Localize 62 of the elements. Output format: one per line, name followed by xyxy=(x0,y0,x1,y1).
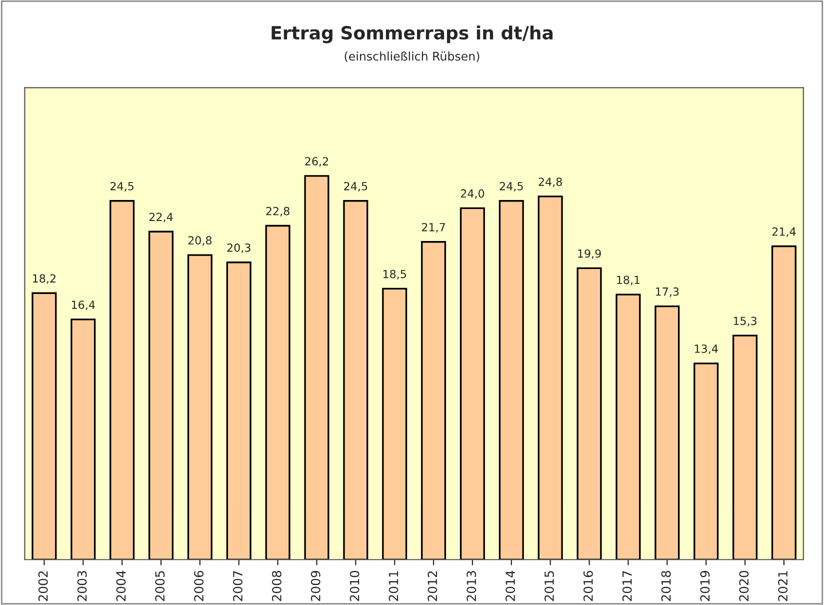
x-tick-label: 2010 xyxy=(350,570,360,601)
data-label: 21,7 xyxy=(422,222,445,233)
x-tick-label: 2020 xyxy=(739,570,749,601)
x-tick-label: 2011 xyxy=(388,571,398,601)
x-tick-label: 2018 xyxy=(661,570,671,601)
x-tick-label: 2014 xyxy=(506,570,516,601)
data-label: 19,9 xyxy=(578,249,601,259)
data-label: 20,3 xyxy=(227,243,250,254)
data-label: 24,5 xyxy=(344,182,368,192)
data-label: 18,5 xyxy=(383,270,406,280)
data-label: 24,5 xyxy=(500,182,523,192)
bar xyxy=(382,288,408,560)
bar xyxy=(32,292,57,560)
data-label: 26,2 xyxy=(305,157,328,167)
bar xyxy=(771,245,796,560)
x-tick-label: 2012 xyxy=(428,571,438,601)
x-tick-label: 2003 xyxy=(77,571,87,601)
chart-title: Ertrag Sommerraps in dt/ha xyxy=(272,26,553,44)
bar xyxy=(304,175,330,560)
bar xyxy=(694,362,719,560)
bar xyxy=(732,334,758,560)
bar xyxy=(460,207,485,560)
x-tick-label: 2021 xyxy=(778,571,788,601)
bar xyxy=(226,262,252,560)
bar xyxy=(421,241,446,560)
data-label: 18,2 xyxy=(33,274,56,284)
bar xyxy=(70,318,96,560)
data-label: 15,3 xyxy=(734,316,756,326)
x-tick-label: 2002 xyxy=(38,571,48,601)
x-tick-label: 2007 xyxy=(233,571,242,601)
x-tick-label: 2019 xyxy=(700,570,710,601)
data-label: 16,4 xyxy=(72,300,95,310)
bar xyxy=(187,254,212,560)
chart-subtitle: (einschließlich Rübsen) xyxy=(344,52,480,62)
data-label: 22,4 xyxy=(149,212,173,222)
bar xyxy=(498,200,524,560)
data-label: 17,3 xyxy=(656,287,679,297)
data-label: 20,8 xyxy=(188,236,212,246)
data-label: 24,8 xyxy=(538,178,562,188)
bar xyxy=(148,230,174,560)
data-label: 13,4 xyxy=(694,344,718,354)
bar xyxy=(110,200,135,560)
x-tick-label: 2015 xyxy=(544,571,554,601)
x-tick-label: 2005 xyxy=(155,571,165,601)
data-label: 22,8 xyxy=(266,206,290,216)
x-tick-label: 2017 xyxy=(622,571,632,601)
bar xyxy=(654,305,680,560)
x-tick-label: 2016 xyxy=(583,570,593,601)
data-label: 24,5 xyxy=(110,182,134,192)
x-tick-label: 2004 xyxy=(116,570,126,601)
bar xyxy=(265,224,290,560)
bar xyxy=(616,294,641,560)
data-label: 21,4 xyxy=(772,227,796,237)
bar xyxy=(576,267,602,560)
x-tick-label: 2009 xyxy=(310,570,320,601)
data-label: 24,0 xyxy=(460,189,484,199)
x-tick-label: 2006 xyxy=(194,570,204,601)
bar xyxy=(538,196,563,560)
x-tick-label: 2008 xyxy=(272,570,282,601)
bar xyxy=(343,200,368,560)
x-tick-label: 2013 xyxy=(466,571,476,601)
data-label: 18,1 xyxy=(617,276,640,286)
